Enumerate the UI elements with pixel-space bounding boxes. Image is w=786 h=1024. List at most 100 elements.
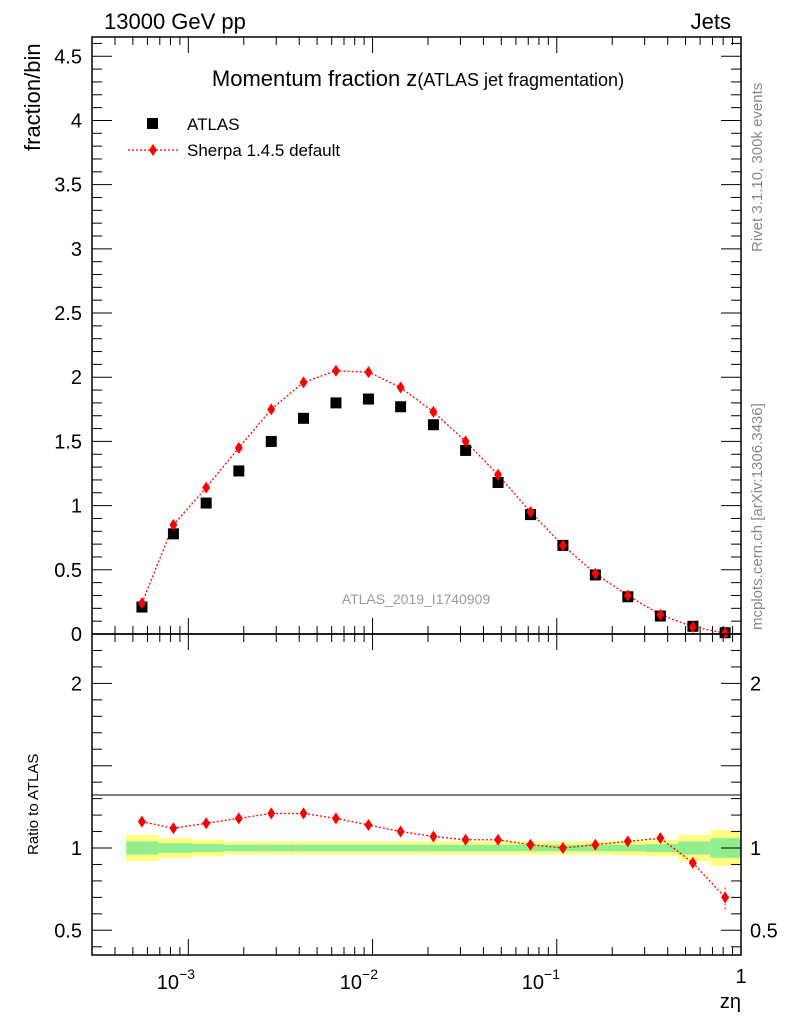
ratio-band-stat bbox=[385, 844, 419, 852]
sherpa-point bbox=[591, 567, 600, 580]
sherpa-point bbox=[331, 364, 340, 377]
ratio-y-tick-label-right: 2 bbox=[750, 673, 761, 695]
sherpa-point bbox=[526, 506, 535, 519]
ratio-point bbox=[202, 817, 211, 830]
ratio-band-stat bbox=[191, 843, 224, 853]
atlas-point bbox=[167, 528, 179, 540]
main-y-tick-label: 1 bbox=[71, 496, 82, 518]
legend-label-sherpa: Sherpa 1.4.5 default bbox=[187, 141, 340, 160]
legend-marker-atlas bbox=[147, 118, 158, 129]
plot-title-sub: (ATLAS jet fragmentation) bbox=[417, 70, 624, 90]
sherpa-point bbox=[461, 435, 470, 448]
legend-label-atlas: ATLAS bbox=[187, 115, 240, 134]
ratio-point bbox=[558, 842, 567, 854]
main-y-tick-label: 2 bbox=[71, 367, 82, 389]
ratio-panel: 0.5 0.5 1 1 2 2 Ratio to ATLAS bbox=[25, 633, 778, 956]
main-y-tick-label: 0 bbox=[71, 624, 82, 646]
x-tick-label-1e-2-base: 10 bbox=[340, 972, 362, 994]
ratio-band-stat bbox=[126, 841, 159, 855]
main-y-tick-label: 2.5 bbox=[54, 303, 82, 325]
ratio-y-tick-label-right: 0.5 bbox=[750, 920, 778, 942]
ratio-y-axis-label: Ratio to ATLAS bbox=[25, 754, 42, 855]
ratio-point bbox=[267, 807, 276, 820]
x-axis-label: zη bbox=[720, 991, 741, 1013]
x-tick-labels: 10−3 10−2 10−1 1 bbox=[157, 966, 747, 994]
main-y-tick-label: 4 bbox=[71, 110, 82, 132]
ratio-point bbox=[137, 815, 146, 828]
ratio-point bbox=[721, 891, 730, 904]
ratio-point bbox=[688, 856, 697, 869]
ratio-point bbox=[591, 838, 600, 851]
ratio-point bbox=[234, 812, 243, 825]
atlas-point bbox=[362, 393, 374, 405]
rivet-info: Rivet 3.1.10, 300k events bbox=[749, 83, 766, 252]
ratio-band-stat bbox=[321, 844, 354, 852]
sherpa-point bbox=[234, 441, 243, 454]
ratio-point bbox=[461, 833, 470, 846]
sherpa-point bbox=[396, 381, 405, 394]
header-energy: 13000 GeV pp bbox=[104, 9, 246, 34]
ratio-point bbox=[331, 812, 340, 825]
x-tick-label-1e-1-base: 10 bbox=[522, 972, 544, 994]
main-y-tick-label: 1.5 bbox=[54, 431, 82, 453]
x-tick-label-1e-2-exp: −2 bbox=[362, 966, 378, 982]
sherpa-point bbox=[623, 589, 632, 602]
sherpa-point bbox=[429, 405, 438, 418]
main-y-axis-label: fraction/bin bbox=[20, 43, 45, 151]
ratio-point bbox=[364, 818, 373, 831]
header-process: Jets bbox=[691, 9, 731, 34]
x-tick-label-1e-3: 10−3 bbox=[157, 966, 195, 994]
atlas-point bbox=[492, 477, 504, 489]
atlas-point bbox=[427, 419, 439, 431]
ratio-point bbox=[526, 838, 535, 851]
main-y-tick-label: 3 bbox=[71, 239, 82, 261]
ratio-band-stat bbox=[353, 844, 386, 852]
legend: ATLAS Sherpa 1.4.5 default bbox=[128, 115, 340, 160]
main-y-tick-label: 4.5 bbox=[54, 46, 82, 68]
atlas-point bbox=[395, 401, 407, 413]
sherpa-point bbox=[494, 468, 503, 481]
ratio-point bbox=[494, 833, 503, 846]
sherpa-point bbox=[267, 403, 276, 416]
ratio-y-tick-label-right: 1 bbox=[750, 838, 761, 860]
ratio-line bbox=[141, 812, 726, 898]
plot-title: Momentum fraction z(ATLAS jet fragmentat… bbox=[212, 66, 624, 91]
x-tick-label-1e-1: 10−1 bbox=[522, 966, 560, 994]
sherpa-point bbox=[364, 366, 373, 379]
atlas-point bbox=[233, 465, 245, 477]
ratio-y-tick-label-left: 1 bbox=[71, 838, 82, 860]
atlas-point bbox=[330, 397, 342, 409]
analysis-label: ATLAS_2019_I1740909 bbox=[342, 591, 491, 607]
ratio-band-stat bbox=[645, 843, 679, 853]
main-y-tick-label: 3.5 bbox=[54, 175, 82, 197]
x-tick-label-1: 1 bbox=[735, 966, 746, 988]
ratio-point bbox=[656, 832, 665, 845]
ratio-band-stat bbox=[288, 844, 322, 852]
plot-title-main: Momentum fraction z bbox=[212, 66, 417, 91]
x-tick-label-1e-3-base: 10 bbox=[157, 972, 179, 994]
x-tick-label-1e-1-exp: −1 bbox=[544, 966, 560, 982]
ratio-band-stat bbox=[256, 844, 289, 852]
ratio-band-stat bbox=[613, 844, 646, 852]
ratio-y-tick-label-left: 2 bbox=[71, 673, 82, 695]
ratio-band-stat bbox=[678, 841, 711, 855]
ratio-y-tick-label-left: 0.5 bbox=[54, 920, 82, 942]
sherpa-point bbox=[299, 376, 308, 389]
ratio-point bbox=[299, 807, 308, 820]
main-panel: 0 0.5 1 1.5 2 2.5 3 3.5 4 4.5 Momentum fraction z… bbox=[20, 36, 742, 646]
ratio-point bbox=[169, 822, 178, 835]
ratio-band-stat bbox=[223, 844, 257, 852]
x-tick-label-1e-2: 10−2 bbox=[340, 966, 378, 994]
main-y-tick-label: 0.5 bbox=[54, 560, 82, 582]
mcplots-info: mcplots.cern.ch [arXiv:1306.3436] bbox=[749, 403, 766, 630]
sherpa-point bbox=[656, 608, 665, 621]
sherpa-point bbox=[202, 481, 211, 494]
sherpa-point bbox=[137, 597, 146, 610]
atlas-point bbox=[298, 412, 310, 424]
ratio-point bbox=[623, 835, 632, 848]
ratio-band-stat bbox=[158, 843, 192, 853]
sherpa-point bbox=[688, 620, 697, 633]
atlas-point bbox=[200, 497, 212, 509]
ratio-band-stat bbox=[483, 844, 516, 852]
